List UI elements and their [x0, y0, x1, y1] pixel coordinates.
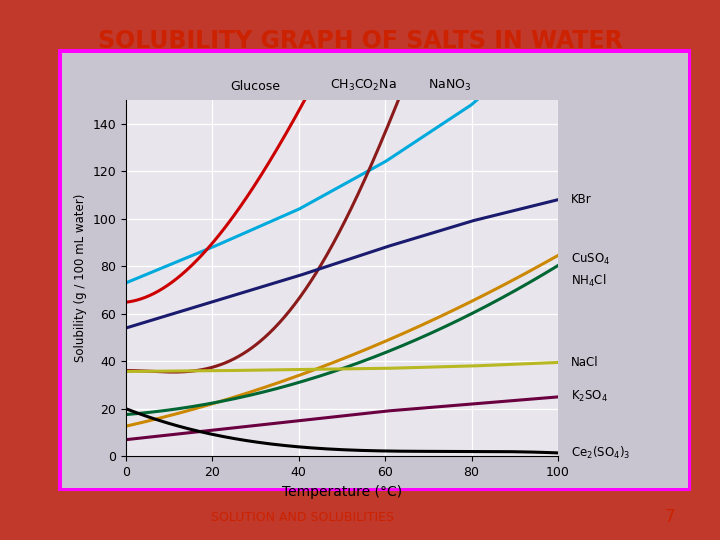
- Text: SOLUTION AND SOLUBILITIES: SOLUTION AND SOLUBILITIES: [211, 511, 394, 524]
- FancyBboxPatch shape: [58, 49, 691, 491]
- Y-axis label: Solubility (g / 100 mL water): Solubility (g / 100 mL water): [74, 194, 87, 362]
- Text: CuSO$_4$: CuSO$_4$: [571, 252, 611, 267]
- Text: NaCl: NaCl: [571, 356, 598, 369]
- Text: K$_2$SO$_4$: K$_2$SO$_4$: [571, 389, 608, 404]
- Text: NaNO$_3$: NaNO$_3$: [428, 78, 472, 93]
- Text: 7: 7: [665, 508, 675, 526]
- Text: SOLUBILITY GRAPH OF SALTS IN WATER: SOLUBILITY GRAPH OF SALTS IN WATER: [98, 29, 622, 52]
- X-axis label: Temperature (°C): Temperature (°C): [282, 484, 402, 498]
- Text: KBr: KBr: [571, 193, 592, 206]
- Text: Ce$_2$(SO$_4$)$_3$: Ce$_2$(SO$_4$)$_3$: [571, 444, 630, 461]
- Text: NH$_4$Cl: NH$_4$Cl: [571, 272, 606, 288]
- Text: Glucose: Glucose: [230, 80, 281, 93]
- Text: CH$_3$CO$_2$Na: CH$_3$CO$_2$Na: [330, 78, 397, 93]
